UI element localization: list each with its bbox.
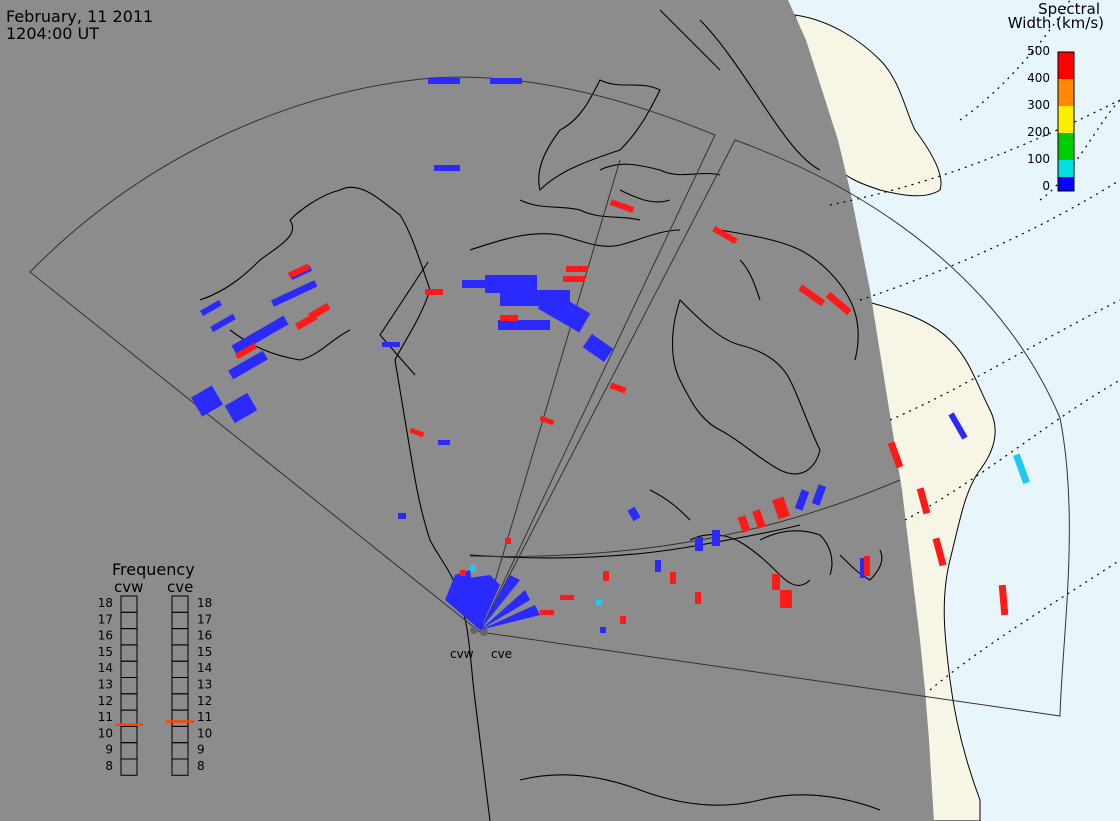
radar-site-cve: [480, 628, 488, 636]
day-land-greenland: [794, 14, 942, 197]
freq-label-left: 13: [98, 678, 113, 692]
freq-label-right: 16: [197, 629, 212, 643]
freq-label-left: 15: [98, 645, 113, 659]
colorbar-title-1: Spectral: [1038, 0, 1100, 18]
freq-label-right: 17: [197, 612, 212, 626]
colorbar-red: [1058, 52, 1074, 79]
radar-sites: cvw cve: [450, 626, 512, 661]
colorbar-tick-500: 500: [1027, 44, 1050, 58]
freq-label-left: 12: [98, 694, 113, 708]
colorbar-tick-0: 0: [1042, 179, 1050, 193]
freq-label-left: 9: [105, 743, 113, 757]
header-time: 1204:00 UT: [6, 24, 100, 43]
colorbar-green: [1058, 133, 1074, 160]
night-shade: [0, 0, 934, 821]
freq-label-right: 18: [197, 596, 212, 610]
freq-label-left: 8: [105, 759, 113, 773]
freq-label-left: 10: [98, 726, 113, 740]
colorbar-title-2: Width (km/s): [1008, 14, 1104, 32]
freq-label-left: 17: [98, 612, 113, 626]
radar-label-cve: cve: [491, 647, 512, 661]
fov-cve-edge: [479, 159, 621, 633]
freq-label-left: 16: [98, 629, 113, 643]
freq-label-right: 12: [197, 694, 212, 708]
freq-label-right: 10: [197, 726, 212, 740]
colorbar-tick-400: 400: [1027, 71, 1050, 85]
colorbar-yellow: [1058, 106, 1074, 133]
freq-label-right: 14: [197, 661, 212, 675]
fov-overlap-arc: [469, 479, 901, 557]
fov-cve: [479, 139, 1070, 717]
colorbar-orange: [1058, 79, 1074, 106]
colorbar-tick-300: 300: [1027, 98, 1050, 112]
radar-site-cvw: [470, 626, 478, 634]
freq-label-left: 14: [98, 661, 113, 675]
frequency-panel: Frequency cvw cve 18 18 17 17 16 16 15 15 14 14 13…: [98, 560, 212, 776]
header-date: February, 11 2011: [6, 7, 154, 26]
freq-label-right: 8: [197, 759, 205, 773]
radar-label-cvw: cvw: [450, 647, 474, 661]
colorbar-tick-100: 100: [1027, 152, 1050, 166]
echoes-cyan: [470, 453, 1030, 606]
cvw-freq-cell: [120, 758, 138, 776]
freq-label-left: 18: [98, 596, 113, 610]
frequency-title: Frequency: [112, 560, 195, 579]
colorbar-cyan: [1058, 160, 1074, 177]
colorbar-blue: [1058, 177, 1074, 191]
freq-label-right: 13: [197, 678, 212, 692]
echoes-red: [234, 199, 1009, 624]
cve-freq-cell: [171, 758, 189, 776]
freq-label-left: 11: [98, 710, 113, 724]
colorbar-frame: [1057, 51, 1075, 192]
freq-label-right: 15: [197, 645, 212, 659]
freq-label-right: 11: [197, 710, 212, 724]
freq-label-right: 9: [197, 743, 205, 757]
frequency-cvw-label: cvw: [114, 578, 143, 596]
echoes-blue: [191, 78, 968, 633]
colorbar: Spectral Width (km/s) 500 400 300 200 10…: [1008, 0, 1104, 193]
frequency-cve-label: cve: [167, 578, 193, 596]
fov-cvw: [29, 76, 716, 633]
radar-fov: [29, 76, 1070, 717]
colorbar-tick-200: 200: [1027, 125, 1050, 139]
